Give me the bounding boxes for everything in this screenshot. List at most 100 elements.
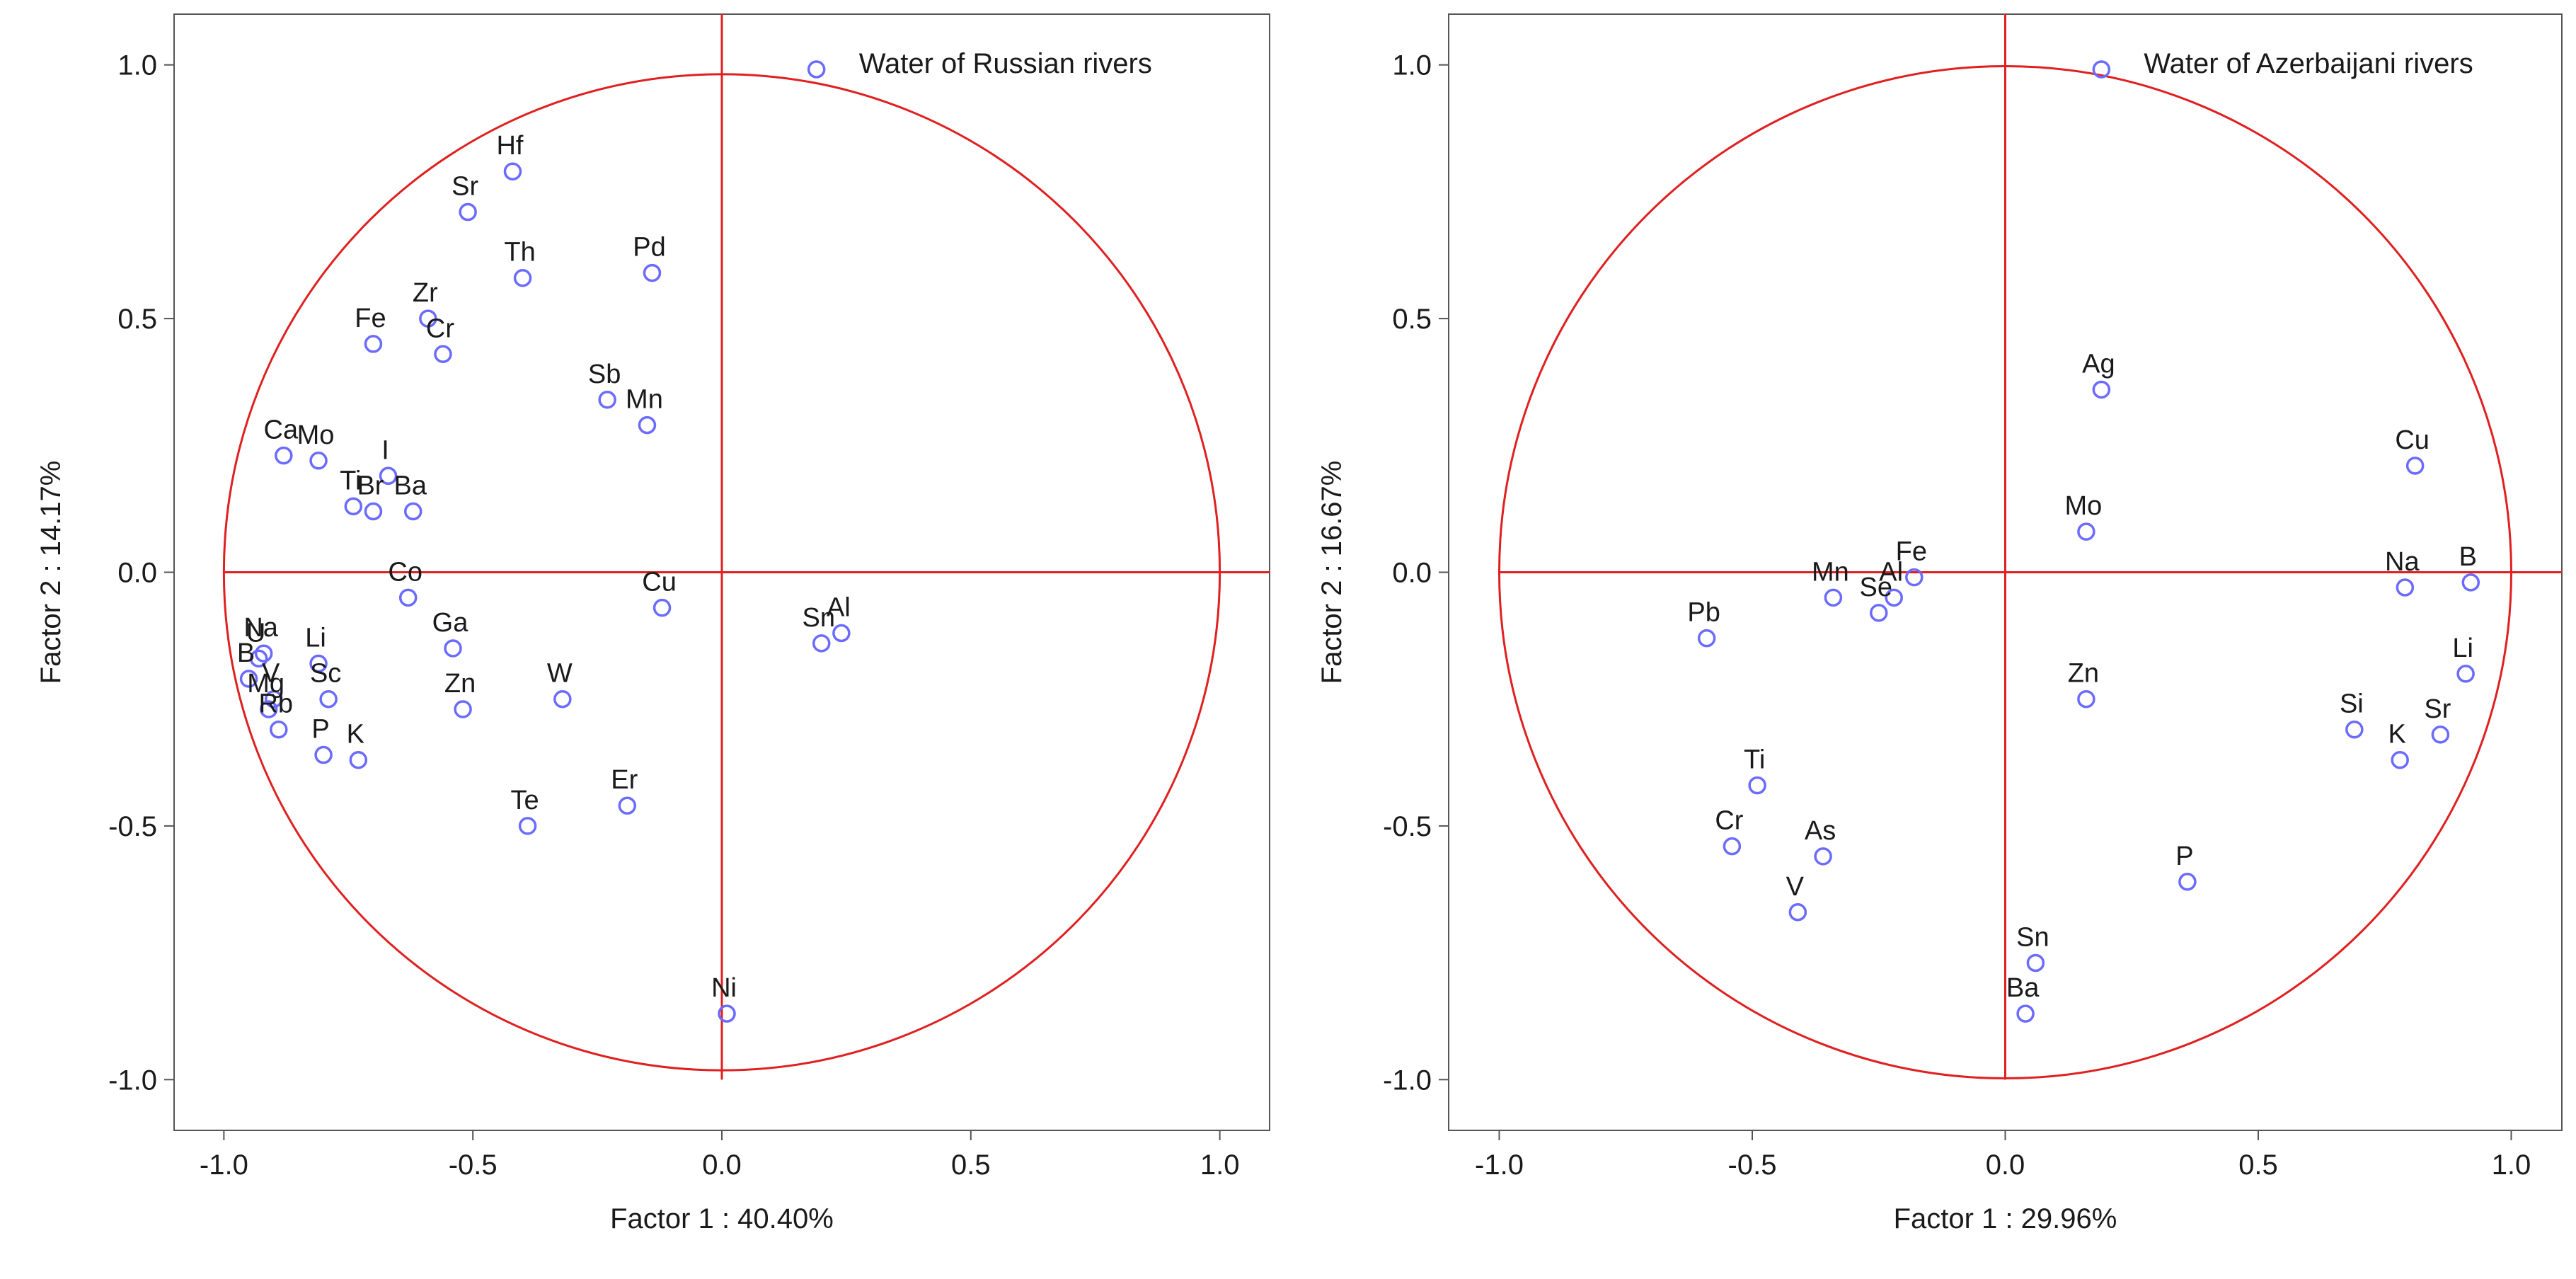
point-label-b: B: [237, 638, 255, 668]
point-label-v: V: [262, 659, 280, 689]
data-point-sr: [459, 202, 477, 222]
point-label-sn: Sn: [2016, 922, 2049, 952]
chart-russian-rivers: -1.0 -1.0 -0.5 -0.5 0.0 0.0 0.5 0.5 1.0 1.0 Factor…: [35, 13, 1270, 1234]
point-label-co: Co: [388, 557, 422, 587]
data-point-zr: [419, 309, 437, 328]
data-point-fe: [364, 335, 383, 353]
y-axis-label: Factor 2 : 16.67%: [1316, 461, 1347, 684]
y-tick-label: -0.5: [1383, 811, 1432, 842]
point-label-li: Li: [305, 624, 326, 653]
data-point-w: [553, 689, 572, 709]
chart-azerbaijani-rivers: -1.0 -1.0 -0.5 -0.5 0.0 0.0 0.5 0.5 1.0 1.0 Factor…: [1316, 13, 2563, 1234]
data-point-mg: [259, 700, 278, 718]
data-point-li: [309, 654, 328, 673]
point-label-k: K: [2388, 720, 2406, 750]
x-tick-label: -1.0: [1475, 1149, 1524, 1181]
data-point-er: [618, 796, 637, 815]
point-label-br: Br: [357, 471, 384, 500]
data-point-v: [1788, 903, 1807, 922]
data-point-cr: [434, 345, 452, 364]
point-label-pd: Pd: [633, 233, 665, 263]
point-label-sb: Sb: [588, 360, 621, 389]
point-label-si: Si: [2340, 689, 2364, 719]
y-tick-label: 0.0: [1392, 558, 1432, 589]
point-label-rb: Rb: [258, 689, 293, 719]
point-label-cr: Cr: [1715, 806, 1743, 836]
point-label-se: Se: [1860, 573, 1892, 602]
data-point-k: [2391, 750, 2409, 769]
data-point-b: [2461, 573, 2480, 592]
data-point-sn: [2026, 953, 2045, 973]
data-point-sc: [319, 689, 338, 709]
point-label-as: As: [1805, 816, 1836, 846]
x-tick-label: 1.0: [2492, 1149, 2531, 1181]
point-label-zn: Zn: [444, 669, 476, 699]
point-label-ni: Ni: [711, 973, 737, 1003]
point-label-na: Na: [243, 613, 278, 643]
data-point-na: [254, 644, 273, 663]
data-point-u: [249, 649, 268, 668]
point-label-mg: Mg: [247, 669, 284, 699]
y-tick-label: 1.0: [1392, 50, 1432, 81]
data-point-th: [513, 268, 532, 287]
data-point-ti: [344, 497, 363, 516]
data-point-ca: [275, 446, 293, 465]
data-point-zn: [454, 700, 472, 718]
legend-label: Water of Russian rivers: [859, 48, 1152, 79]
data-point-br: [364, 502, 383, 521]
data-point-p: [314, 745, 333, 764]
y-axis-label: Factor 2 : 14.17%: [35, 461, 67, 684]
point-label-th: Th: [504, 238, 535, 268]
point-label-cu: Cu: [2395, 425, 2430, 455]
point-label-sn: Sn: [802, 603, 834, 633]
data-point-mo: [2077, 522, 2095, 541]
data-point-al: [832, 624, 851, 643]
data-point-si: [2345, 720, 2364, 739]
point-label-w: W: [547, 659, 573, 689]
point-label-li: Li: [2452, 633, 2473, 663]
data-point-cr: [1723, 837, 1742, 856]
data-point-b: [239, 670, 258, 688]
point-label-mn: Mn: [1812, 557, 1849, 587]
y-tick-label: 0.5: [117, 304, 157, 335]
data-point-rb: [270, 720, 288, 739]
point-label-zr: Zr: [413, 278, 438, 308]
point-label-sr: Sr: [2424, 694, 2451, 724]
point-label-pb: Pb: [1687, 598, 1720, 628]
data-point-pb: [1697, 629, 1716, 648]
point-label-p: P: [311, 715, 329, 745]
point-label-ga: Ga: [432, 608, 469, 638]
data-point-li: [2456, 665, 2475, 683]
point-label-mn: Mn: [626, 385, 663, 415]
x-tick-label: 0.0: [702, 1149, 742, 1181]
data-point-i: [379, 466, 398, 486]
point-label-ba: Ba: [394, 471, 427, 500]
x-axis-label: Factor 1 : 29.96%: [1894, 1203, 2117, 1234]
point-label-u: U: [246, 618, 265, 648]
point-label-sc: Sc: [310, 659, 341, 689]
data-point-cu: [652, 598, 672, 617]
data-point-sb: [598, 391, 616, 409]
point-label-ag: Ag: [2082, 349, 2115, 379]
data-point-fe: [1905, 568, 1924, 587]
data-point-se: [1870, 604, 1888, 622]
data-point-as: [1814, 847, 1832, 866]
data-point-mn: [638, 415, 657, 435]
point-label-p: P: [2175, 842, 2193, 871]
point-label-ti: Ti: [340, 466, 361, 495]
data-point-k: [349, 750, 368, 769]
point-label-sr: Sr: [452, 172, 478, 202]
point-label-al: Al: [1879, 557, 1903, 587]
y-tick-label: 0.0: [117, 558, 157, 589]
point-label-hf: Hf: [496, 131, 523, 161]
x-tick-label: -0.5: [1728, 1149, 1777, 1181]
x-tick-label: 0.5: [2238, 1149, 2278, 1181]
data-point-ti: [1748, 776, 1766, 795]
point-label-ca: Ca: [264, 415, 299, 445]
point-label-ti: Ti: [1744, 745, 1765, 775]
data-point-na: [2396, 578, 2415, 597]
point-label-i: I: [381, 435, 389, 465]
legend-label: Water of Azerbaijani rivers: [2144, 48, 2473, 79]
point-label-mo: Mo: [2065, 491, 2103, 521]
data-point-mn: [1824, 588, 1843, 607]
